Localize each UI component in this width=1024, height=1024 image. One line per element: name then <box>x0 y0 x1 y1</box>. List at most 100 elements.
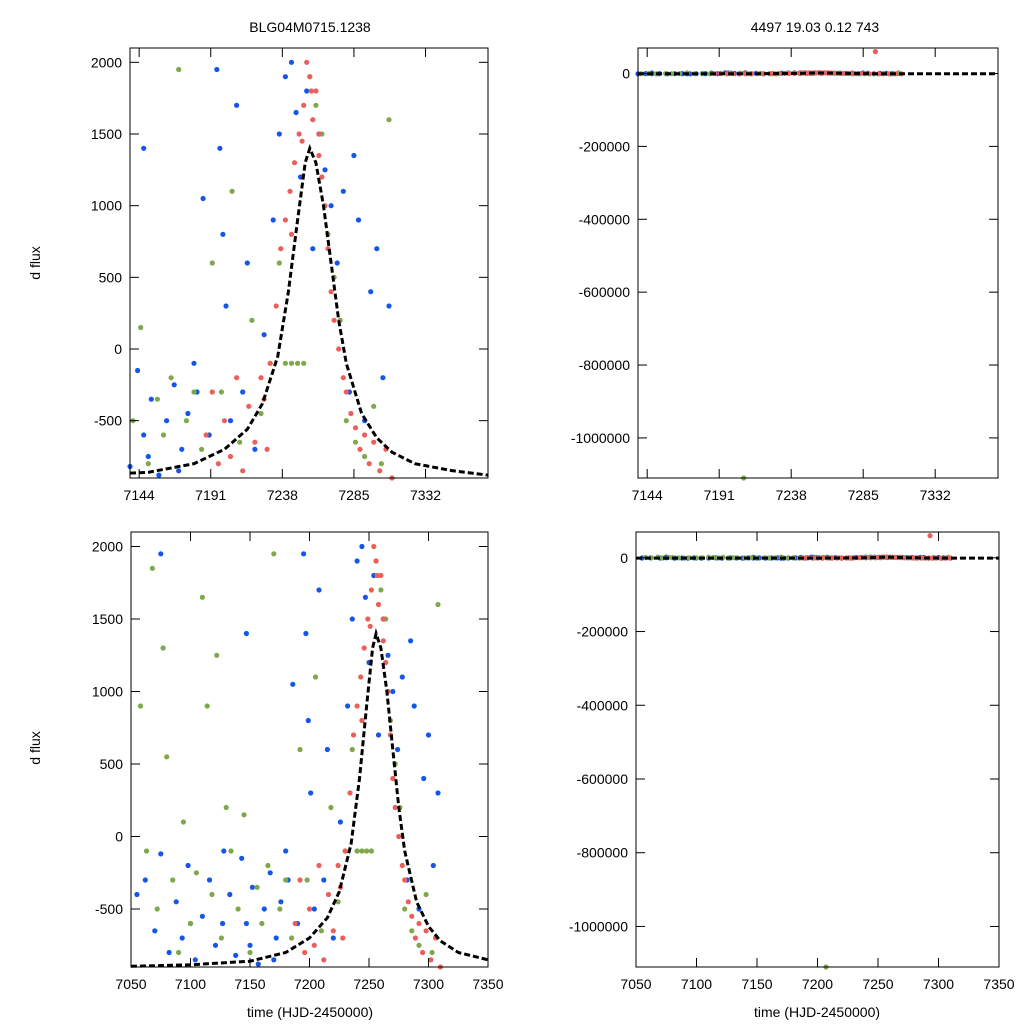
point-green <box>154 906 160 912</box>
point-red <box>378 572 384 579</box>
point-blue <box>255 961 261 967</box>
point-red <box>313 88 319 94</box>
point-red <box>375 601 382 608</box>
point-red <box>296 131 302 137</box>
x-tick-label: 7144 <box>632 487 663 503</box>
x-tick-label: 7191 <box>195 487 226 503</box>
point-red <box>423 928 429 934</box>
point-red <box>347 790 353 796</box>
point-red <box>252 439 258 445</box>
point-green <box>259 920 265 927</box>
ylabel-bottom: d flux <box>27 731 43 764</box>
point-blue <box>337 819 343 825</box>
point-green <box>143 848 150 854</box>
y-tick-label: -600000 <box>579 284 631 300</box>
model-curve <box>129 143 489 477</box>
point-blue <box>308 790 314 796</box>
data-points <box>639 533 954 970</box>
point-red <box>350 732 357 738</box>
point-green <box>149 565 155 571</box>
point-blue <box>142 877 148 883</box>
point-blue <box>135 367 141 374</box>
point-green <box>277 906 283 912</box>
point-red <box>227 453 234 460</box>
model-curve <box>130 628 489 968</box>
point-red <box>302 949 308 956</box>
point-blue <box>349 616 355 622</box>
point-blue <box>199 913 205 919</box>
point-blue <box>334 260 340 266</box>
point-red <box>872 49 879 55</box>
point-green <box>265 862 271 869</box>
point-green <box>283 877 289 883</box>
point-blue <box>152 928 158 934</box>
point-blue <box>141 432 147 438</box>
point-blue <box>220 231 226 237</box>
point-green <box>352 439 359 445</box>
point-red <box>354 703 360 709</box>
point-red <box>301 102 307 108</box>
point-red <box>365 616 371 622</box>
point-blue <box>311 906 317 912</box>
point-blue <box>351 152 357 159</box>
point-blue <box>303 630 309 637</box>
point-green <box>241 812 247 818</box>
point-red <box>234 375 240 381</box>
point-green <box>160 645 166 651</box>
point-green <box>199 594 205 600</box>
point-blue <box>425 732 432 738</box>
point-red <box>343 389 349 395</box>
point-red <box>368 587 374 593</box>
point-red <box>331 317 337 323</box>
point-green <box>289 935 295 941</box>
point-green <box>258 410 264 417</box>
point-red <box>267 360 273 366</box>
point-red <box>348 410 354 417</box>
point-red <box>402 877 408 883</box>
point-green <box>301 360 307 366</box>
point-red <box>291 160 298 166</box>
y-tick-label: -800000 <box>577 845 629 861</box>
point-blue <box>217 145 223 151</box>
point-blue <box>408 638 414 644</box>
point-blue <box>355 217 362 223</box>
point-green <box>435 601 441 608</box>
point-blue <box>221 848 227 854</box>
point-blue <box>390 688 396 695</box>
point-red <box>273 303 279 309</box>
y-tick-label: 1500 <box>92 611 123 627</box>
data-points <box>127 59 395 481</box>
point-blue <box>212 942 219 948</box>
point-red <box>307 74 313 80</box>
point-red <box>366 461 372 467</box>
point-blue <box>411 703 417 709</box>
point-green <box>183 418 189 424</box>
x-tick-label: 7350 <box>983 976 1014 992</box>
y-tick-label: 0 <box>620 550 628 566</box>
point-red <box>297 877 303 883</box>
point-blue <box>134 891 140 898</box>
point-red <box>396 833 402 840</box>
panel-top-left: 7144 7191 7238 7285 7332 2000 1500 1000 500 0 -500 <box>91 47 489 503</box>
point-red <box>215 461 221 467</box>
point-green <box>423 891 429 898</box>
x-tick-label: 7300 <box>923 976 954 992</box>
point-blue <box>276 131 282 137</box>
point-blue <box>227 891 233 898</box>
point-green <box>193 870 199 876</box>
point-red <box>316 862 322 869</box>
y-tick-label: -200000 <box>577 624 629 640</box>
point-green <box>209 891 215 898</box>
point-blue <box>330 935 336 941</box>
point-green <box>164 754 170 760</box>
point-blue <box>252 446 258 452</box>
point-blue <box>271 957 277 963</box>
point-blue <box>305 717 311 724</box>
point-blue <box>243 920 249 927</box>
y-tick-label: 500 <box>99 269 123 285</box>
point-blue <box>321 877 327 883</box>
plot-frame <box>129 47 489 479</box>
point-green <box>170 877 176 883</box>
point-green <box>282 360 288 366</box>
point-blue <box>173 899 179 905</box>
